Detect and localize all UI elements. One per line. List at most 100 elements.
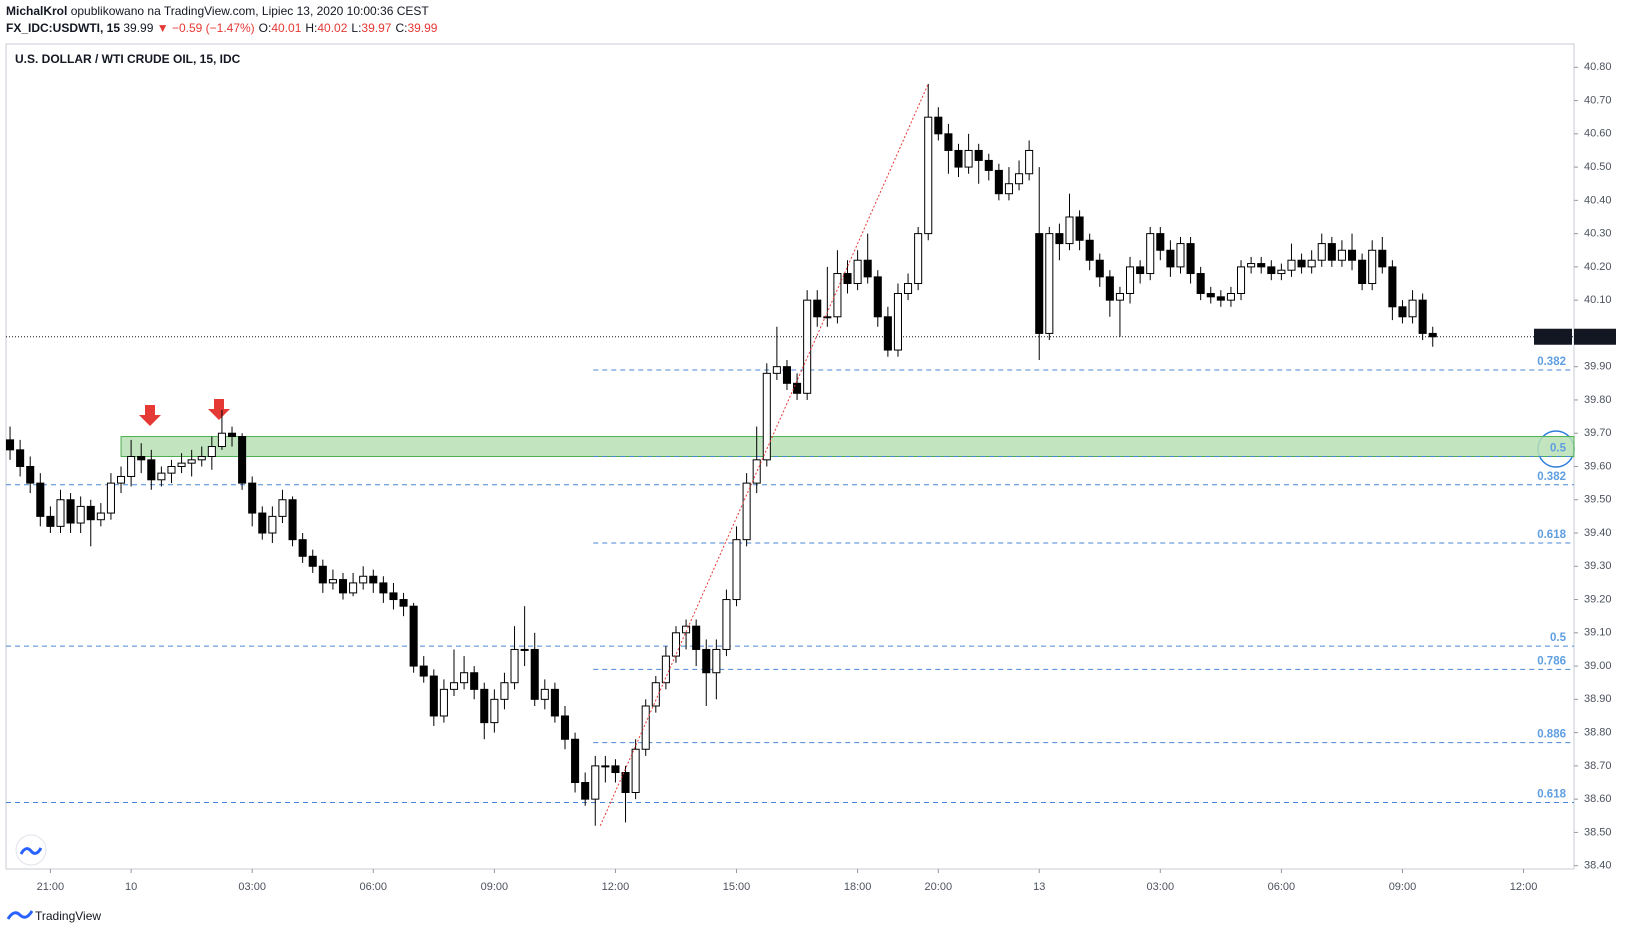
candle-body [671,632,681,657]
candle-body [1156,233,1165,251]
candle-body [1186,243,1195,275]
y-tick-label: 38.60 [1584,793,1612,805]
fib-label: 0.5 [1550,632,1567,644]
candle-body [207,446,216,458]
candle-body [96,512,105,521]
x-tick-label: 21:00 [37,881,65,893]
candle-body [439,688,448,717]
candle-body [651,682,660,707]
x-tick-label: 12:00 [602,881,630,893]
candle-body [1277,269,1286,275]
candle-body [611,765,620,774]
candle-body [1136,266,1145,275]
candle-body [813,299,822,318]
candle-body [1347,249,1357,261]
candle-body [1045,233,1054,334]
candle-body [924,116,933,235]
candle-body [460,672,469,684]
candle-body [399,599,408,607]
candle-body [762,372,771,461]
candle-body [127,456,136,477]
fib-label: 0.382 [1537,356,1566,368]
arrow-marker [208,399,230,420]
price-box [1574,328,1616,345]
candle-body [379,582,388,594]
ohlc-value: 39.97 [361,21,391,35]
price: 39.99 [123,21,153,35]
candle-body [1358,259,1367,285]
candle-body [520,648,529,651]
published: opublikowano na TradingView.com, Lipiec … [71,4,430,18]
footer: TradingView [35,909,101,923]
candle-body [217,432,226,448]
candle-body [1337,249,1346,261]
x-tick-label: 06:00 [360,881,388,893]
fib-label: 0.618 [1537,529,1566,541]
candle-body [873,276,882,318]
candle-body [1247,263,1256,268]
candle-body [1075,216,1084,241]
candle-body [1378,249,1387,268]
fib-label: 0.618 [1537,788,1566,800]
candle-body [510,648,519,684]
candle-body [409,605,418,667]
candle-body [227,432,237,438]
candle-body [359,575,368,584]
candle-body [823,316,832,319]
candle-body [994,169,1003,195]
fib-label: 0.786 [1537,655,1566,667]
candle-body [6,439,15,451]
x-tick-label: 06:00 [1268,881,1296,893]
x-tick-label: 20:00 [925,881,953,893]
candle-body [429,675,438,717]
candle-body [338,579,348,594]
candle-body [500,682,509,700]
candle-body [540,688,549,700]
candle-body [480,688,489,724]
candle-body [641,705,650,750]
candle-body [883,316,892,351]
arrow-marker [139,405,161,426]
logo-icon [19,847,43,855]
candle-body [621,772,630,793]
candle-body [1146,233,1155,275]
candle-body [944,133,953,151]
candle-body [147,459,156,481]
candle-body [893,292,902,351]
candle-body [389,592,398,601]
candle-body [26,465,35,484]
candle-body [1418,299,1427,334]
candle-body [914,233,923,285]
y-tick-label: 39.20 [1584,593,1612,605]
candle-body [1388,266,1397,308]
header-line: MichalKrol opublikowano na TradingView.c… [6,4,429,18]
x-tick-label: 09:00 [1389,881,1417,893]
candle-body [288,499,297,541]
candle-body [1015,173,1024,185]
candle-body [1368,249,1377,285]
candle-body [419,665,428,677]
candle-body [187,459,196,464]
candle-body [490,698,499,724]
x-tick-label: 13 [1033,881,1045,893]
change: ▼ −0.59 (−1.47%) [157,21,255,35]
x-tick-label: 10 [125,881,137,893]
candle-body [86,505,95,521]
candle-body [167,465,176,474]
candle-body [571,738,580,784]
candle-body [1408,299,1417,318]
y-tick-label: 40.50 [1584,161,1612,173]
trend-line [599,83,929,826]
fib-label: 0.5 [1550,443,1567,455]
candle-body [1055,233,1064,245]
candle-body [560,715,570,740]
candle-body [843,273,852,285]
change-label: 0.81% [1536,329,1570,343]
ohlc-label: O: [259,21,272,35]
candle-body [66,499,75,524]
y-tick-label: 39.60 [1584,460,1612,472]
candle-body [1105,276,1114,301]
candle-body [1236,266,1246,294]
